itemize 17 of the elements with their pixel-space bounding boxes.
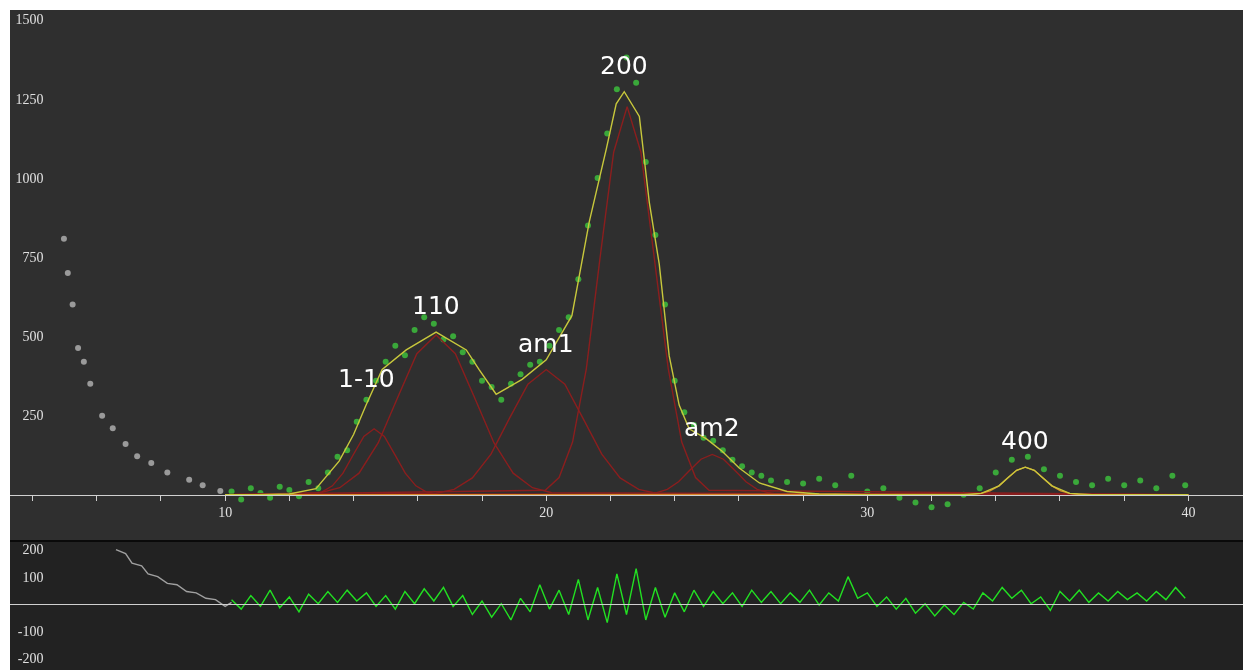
y-tick-label: 200 (22, 542, 44, 558)
annotation: 200 (600, 51, 648, 80)
x-tick-label: 10 (218, 505, 233, 521)
annotation: 400 (1001, 426, 1049, 455)
y-tick-label: 1250 (15, 91, 44, 107)
y-tick-label: 750 (22, 250, 44, 265)
annotation: 110 (412, 291, 460, 320)
y-tick-label: 250 (22, 408, 44, 424)
y-tick-label: 1500 (15, 12, 44, 28)
x-tick-label: 20 (539, 505, 554, 521)
y-tick-label: -200 (17, 650, 44, 666)
x-tick-label: 40 (1181, 505, 1196, 521)
y-tick-label: 1000 (15, 170, 44, 186)
y-tick-label: -100 (17, 623, 44, 639)
x-tick-label: 30 (860, 505, 875, 521)
y-tick-label: 100 (22, 569, 44, 585)
y-tick-label: 500 (22, 329, 44, 345)
